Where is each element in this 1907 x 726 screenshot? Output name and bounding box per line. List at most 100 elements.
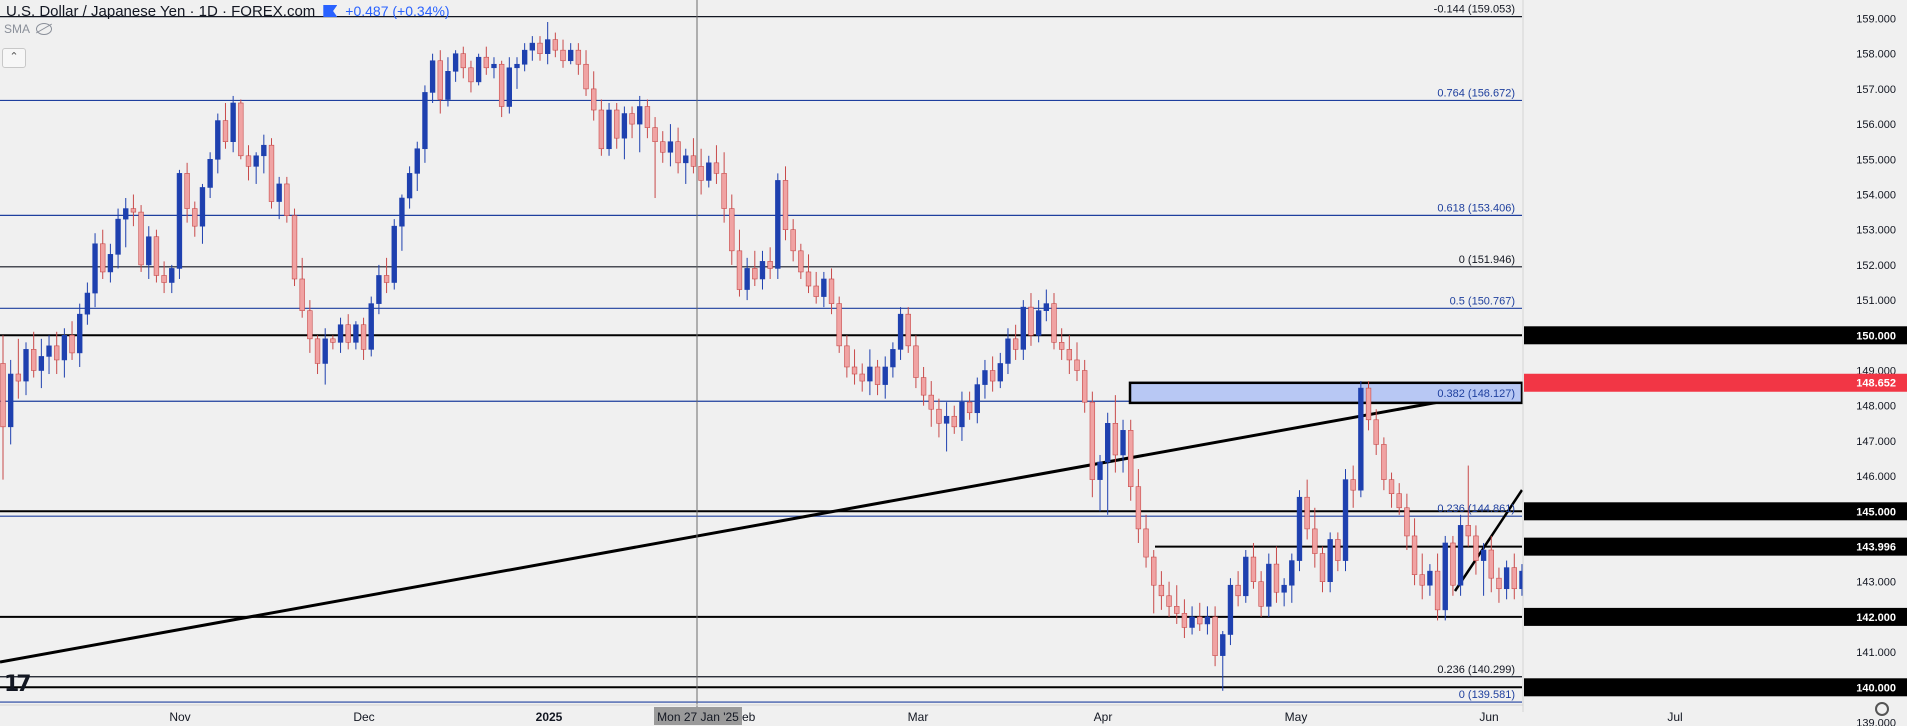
candle-body xyxy=(1058,342,1065,350)
candle-body xyxy=(184,173,190,209)
candle-body xyxy=(1089,401,1096,480)
candle-body xyxy=(491,63,497,69)
candle-body xyxy=(851,366,858,375)
candle-body xyxy=(1373,419,1379,445)
candle-body xyxy=(1250,556,1257,582)
fib-label: 0.618 (153.406) xyxy=(1437,202,1515,214)
candle-body xyxy=(115,218,121,255)
candle-body xyxy=(1312,528,1318,554)
x-tick-label: Nov xyxy=(169,710,190,724)
candle-body xyxy=(920,377,927,396)
candle-body xyxy=(161,275,167,283)
y-tick-label: 147.000 xyxy=(1856,436,1896,448)
collapse-button[interactable]: ⌃ xyxy=(2,48,26,68)
candle-body xyxy=(1135,486,1142,530)
candle-body xyxy=(307,310,313,340)
candle-body xyxy=(521,49,528,65)
level-tag-label: 150.000 xyxy=(1856,330,1896,342)
candle-body xyxy=(859,373,865,382)
candle-body xyxy=(46,345,52,357)
y-axis-background xyxy=(1523,0,1907,726)
candle-body xyxy=(598,109,605,150)
candle-body xyxy=(1404,507,1410,537)
candle-body xyxy=(1296,496,1303,561)
candle-body xyxy=(928,394,934,410)
y-tick-label: 152.000 xyxy=(1856,260,1896,272)
candle-body xyxy=(1181,613,1188,628)
fib-label: 0.236 (144.861) xyxy=(1437,503,1515,515)
candle-body xyxy=(429,60,436,93)
candle-body xyxy=(146,236,152,266)
candle-body xyxy=(1427,570,1433,586)
candle-body xyxy=(1189,616,1195,628)
candle-body xyxy=(805,271,812,287)
fib-label: 0.382 (148.127) xyxy=(1437,388,1515,400)
candle-body xyxy=(452,53,459,72)
candle-body xyxy=(1197,616,1203,625)
candle-body xyxy=(790,229,796,252)
fib-label: 0 (151.946) xyxy=(1459,254,1515,266)
candle-body xyxy=(414,148,420,174)
candle-body xyxy=(729,208,735,252)
candle-body xyxy=(1166,595,1172,607)
candle-body xyxy=(575,49,582,65)
candle-body xyxy=(330,338,336,343)
candle-body xyxy=(1450,542,1456,586)
candle-body xyxy=(1020,306,1026,350)
candle-body xyxy=(1235,584,1241,597)
gear-icon[interactable] xyxy=(1875,702,1889,716)
x-tick-label: Dec xyxy=(353,710,374,724)
indicator-row[interactable]: SMA xyxy=(4,22,53,36)
resistance-zone-box xyxy=(1128,381,1524,405)
candle-body xyxy=(314,338,321,364)
symbol-title[interactable]: U.S. Dollar / Japanese Yen · 1D · FOREX.… xyxy=(6,2,316,20)
candle-body xyxy=(1381,444,1387,480)
candle-body xyxy=(61,334,68,361)
candle-body xyxy=(675,141,681,164)
level-tag xyxy=(1524,537,1907,556)
tradingview-logo-icon: 17 xyxy=(4,672,32,697)
candle-body xyxy=(130,208,137,213)
indicator-label[interactable]: SMA xyxy=(4,22,31,36)
candle-body xyxy=(1289,560,1295,586)
candle-body xyxy=(100,243,106,273)
candle-body xyxy=(1204,616,1211,625)
candle-body xyxy=(1457,525,1464,586)
candle-body xyxy=(1120,430,1126,456)
candle-body xyxy=(583,63,589,90)
crosshair-label-box xyxy=(654,707,742,725)
candle-body xyxy=(1227,584,1234,635)
candle-body xyxy=(828,278,835,304)
candle-body xyxy=(1258,581,1264,607)
eye-hidden-icon[interactable] xyxy=(36,23,53,35)
candle-body xyxy=(253,155,259,167)
chart-header: U.S. Dollar / Japanese Yen · 1D · FOREX.… xyxy=(0,0,450,22)
y-tick-label: 148.000 xyxy=(1856,401,1896,413)
candle-body xyxy=(1327,539,1333,583)
fib-label: 0.764 (156.672) xyxy=(1437,87,1515,99)
candle-body xyxy=(360,324,367,350)
candle-body xyxy=(322,338,328,364)
candle-body xyxy=(1028,306,1034,336)
candle-body xyxy=(176,173,183,269)
y-tick-label: 153.000 xyxy=(1856,225,1896,237)
candle-body xyxy=(782,180,789,230)
candle-body xyxy=(529,42,536,51)
candle-body xyxy=(1212,616,1218,656)
candle-body xyxy=(966,401,973,414)
candle-body xyxy=(192,208,198,227)
candle-body xyxy=(299,278,305,311)
candle-body xyxy=(982,370,988,385)
x-tick-label: May xyxy=(1285,710,1308,724)
candle-body xyxy=(744,268,750,290)
level-tag-label: 142.000 xyxy=(1856,612,1896,624)
price-change: +0.487 (+0.34%) xyxy=(345,3,450,19)
candle-body xyxy=(207,159,213,188)
candle-body xyxy=(383,275,390,283)
candle-body xyxy=(560,49,566,62)
candle-body xyxy=(291,215,298,280)
crosshair-label-group: Mon 27 Jan '25 xyxy=(654,707,742,725)
y-axis[interactable]: 159.000 158.000 157.000 156.000 155.000 154.0… xyxy=(1522,0,1907,726)
candle-body xyxy=(1365,387,1372,421)
